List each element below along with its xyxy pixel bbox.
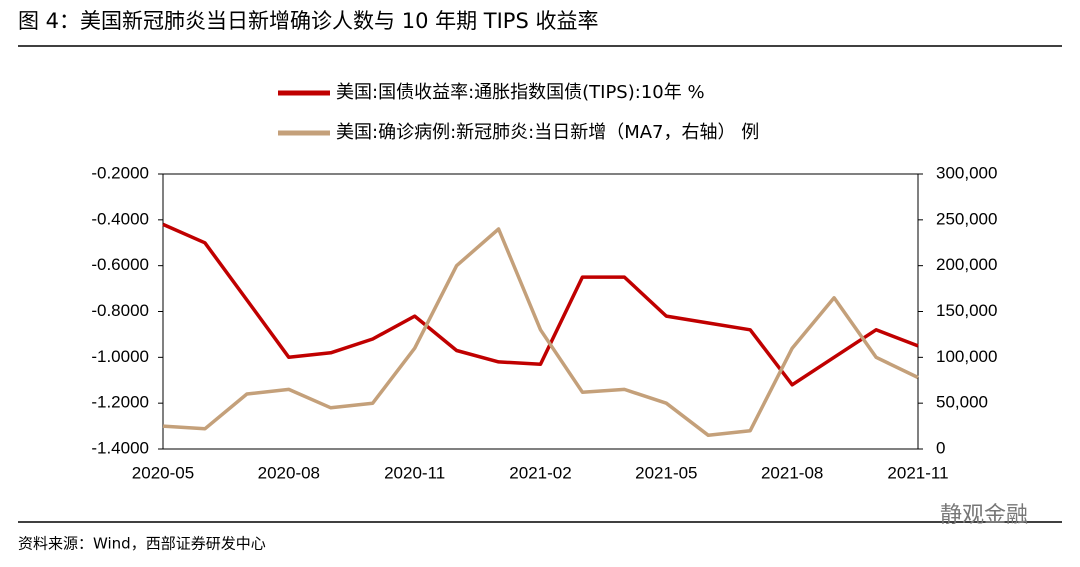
x-tick-label: 2021-08 <box>761 463 823 482</box>
y2-tick-label: 300,000 <box>936 163 997 182</box>
y-tick-label: -0.6000 <box>91 255 149 274</box>
series-line <box>162 227 919 438</box>
y-tick-label: -1.4000 <box>91 438 149 457</box>
source: 资料来源：Wind，西部证券研发中心 <box>18 535 266 553</box>
x-tick-label: 2021-11 <box>887 463 948 482</box>
chart-title: 图 4：美国新冠肺炎当日新增确诊人数与 10 年期 TIPS 收益率 <box>18 9 598 33</box>
y2-tick-label: 150,000 <box>936 301 997 320</box>
watermark: 静观金融 <box>940 503 1028 528</box>
y-tick-label: -1.2000 <box>91 393 149 412</box>
x-tick-label: 2021-05 <box>635 463 697 482</box>
legend-label: 美国:国债收益率:通胀指数国债(TIPS):10年 % <box>336 82 705 103</box>
y-tick-label: -0.8000 <box>91 301 149 320</box>
series-line <box>162 222 919 387</box>
legend-label: 美国:确诊病例:新冠肺炎:当日新增（MA7，右轴） 例 <box>336 122 759 143</box>
plot-frame <box>162 173 919 450</box>
y-tick-label: -1.0000 <box>91 347 149 366</box>
y-tick-label: -0.4000 <box>91 209 149 228</box>
y2-tick-label: 0 <box>936 438 945 457</box>
y2-tick-label: 200,000 <box>936 255 997 274</box>
y2-tick-label: 50,000 <box>936 393 988 412</box>
x-tick-label: 2020-11 <box>384 463 445 482</box>
y-tick-label: -0.2000 <box>91 163 149 182</box>
y2-tick-label: 100,000 <box>936 347 997 366</box>
x-tick-label: 2020-08 <box>258 463 320 482</box>
x-tick-label: 2020-05 <box>132 463 194 482</box>
y2-tick-label: 250,000 <box>936 209 997 228</box>
x-tick-label: 2021-02 <box>509 463 571 482</box>
